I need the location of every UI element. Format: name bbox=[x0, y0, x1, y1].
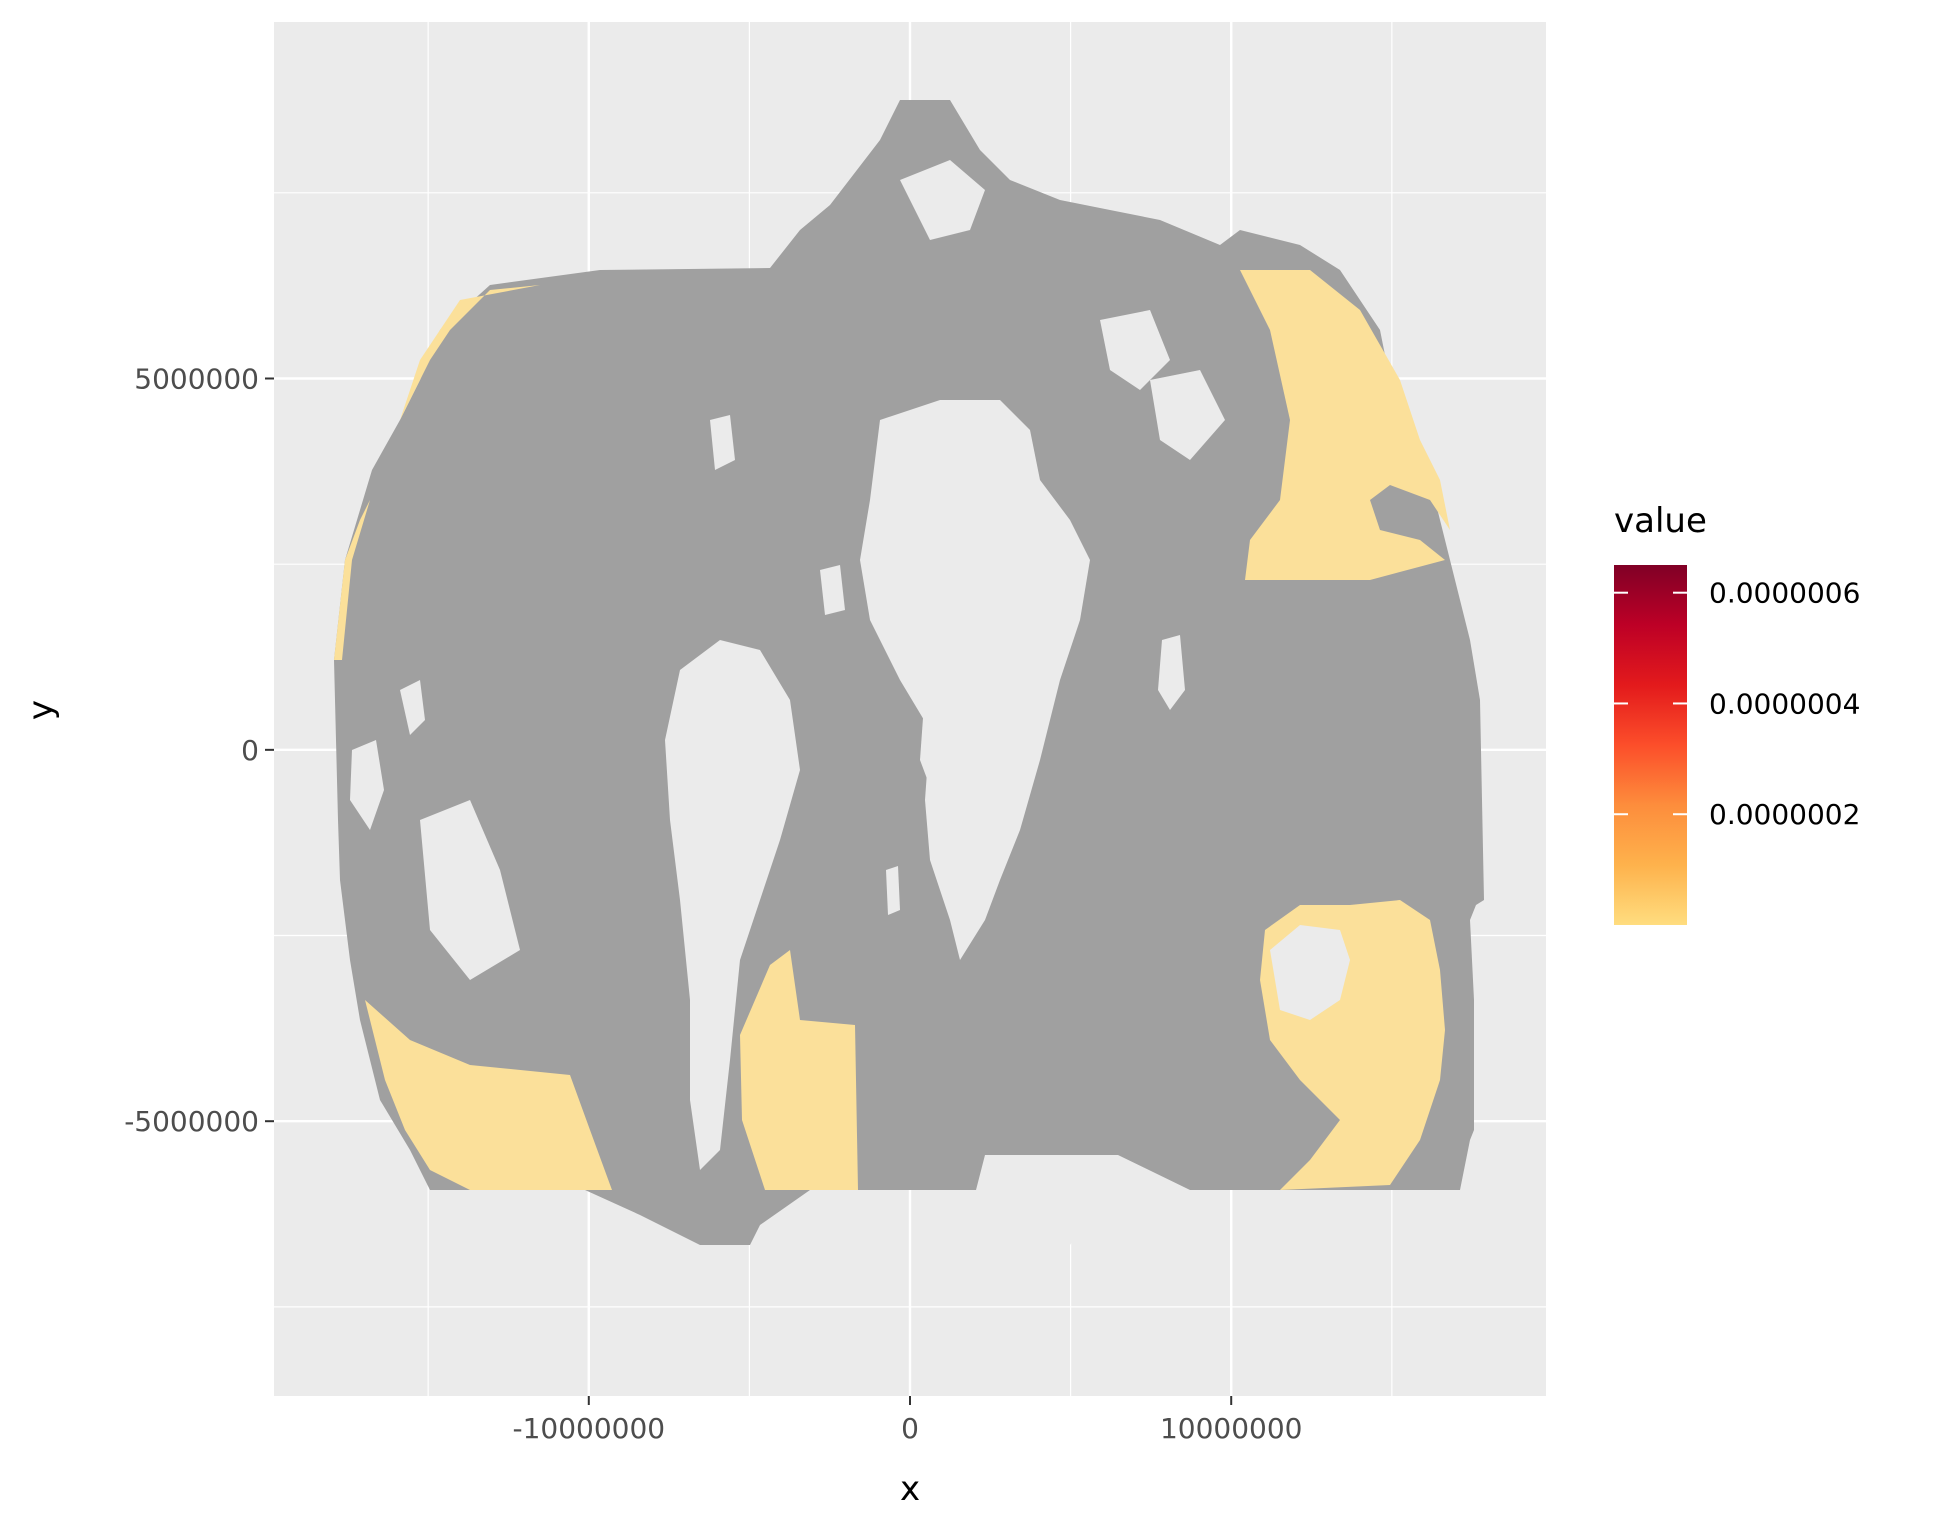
legend-title: value bbox=[1614, 501, 1707, 541]
y-tick-label: 0 bbox=[241, 734, 259, 767]
low-value-west-coast bbox=[334, 500, 370, 660]
blank-asia-2 bbox=[1150, 370, 1225, 460]
blank-australia bbox=[1270, 925, 1350, 1020]
y-tick-label: -5000000 bbox=[124, 1105, 259, 1138]
blank-asia-1 bbox=[1100, 310, 1170, 390]
blank-south-pacific bbox=[886, 866, 900, 915]
raster-layer bbox=[334, 100, 1484, 1300]
blank-greenland-area bbox=[900, 160, 985, 240]
y-axis-title: y bbox=[21, 700, 61, 720]
y-tick-label: 5000000 bbox=[134, 362, 259, 395]
blank-pacific-3 bbox=[420, 800, 520, 980]
blank-indian-ocean-2 bbox=[1158, 635, 1185, 710]
blank-south-america bbox=[665, 640, 800, 1170]
blank-antarctica-gap bbox=[985, 1155, 1118, 1300]
blank-atlantic-island-2 bbox=[820, 565, 845, 615]
legend-ticks: 0.0000006 0.0000004 0.0000002 bbox=[1614, 577, 1860, 831]
low-value-northeast bbox=[1240, 270, 1450, 580]
legend: value 0.0000006 0.0000004 0.0000002 bbox=[1614, 501, 1860, 925]
low-value-northwest bbox=[400, 285, 540, 420]
blank-indian-ocean bbox=[920, 685, 950, 800]
y-axis-ticks: 5000000 0 -5000000 bbox=[124, 362, 274, 1138]
legend-tick-label: 0.0000002 bbox=[1709, 798, 1860, 831]
blank-africa bbox=[860, 400, 1090, 960]
blank-pacific-2 bbox=[400, 680, 425, 735]
x-tick-label: 10000000 bbox=[1160, 1412, 1303, 1445]
low-value-southwest bbox=[365, 1000, 612, 1190]
blank-areas bbox=[350, 160, 1350, 1300]
legend-tick-label: 0.0000004 bbox=[1709, 687, 1860, 720]
low-value-south-atlantic bbox=[740, 950, 858, 1190]
legend-colorbar bbox=[1614, 565, 1687, 925]
blank-atlantic-island bbox=[710, 415, 735, 470]
blank-pacific-1 bbox=[350, 740, 384, 830]
x-tick-label: 0 bbox=[901, 1412, 919, 1445]
x-tick-label: -10000000 bbox=[512, 1412, 665, 1445]
x-axis-ticks: -10000000 0 10000000 bbox=[512, 1396, 1302, 1445]
legend-tick-label: 0.0000006 bbox=[1709, 577, 1860, 610]
x-axis-title: x bbox=[900, 1469, 920, 1509]
